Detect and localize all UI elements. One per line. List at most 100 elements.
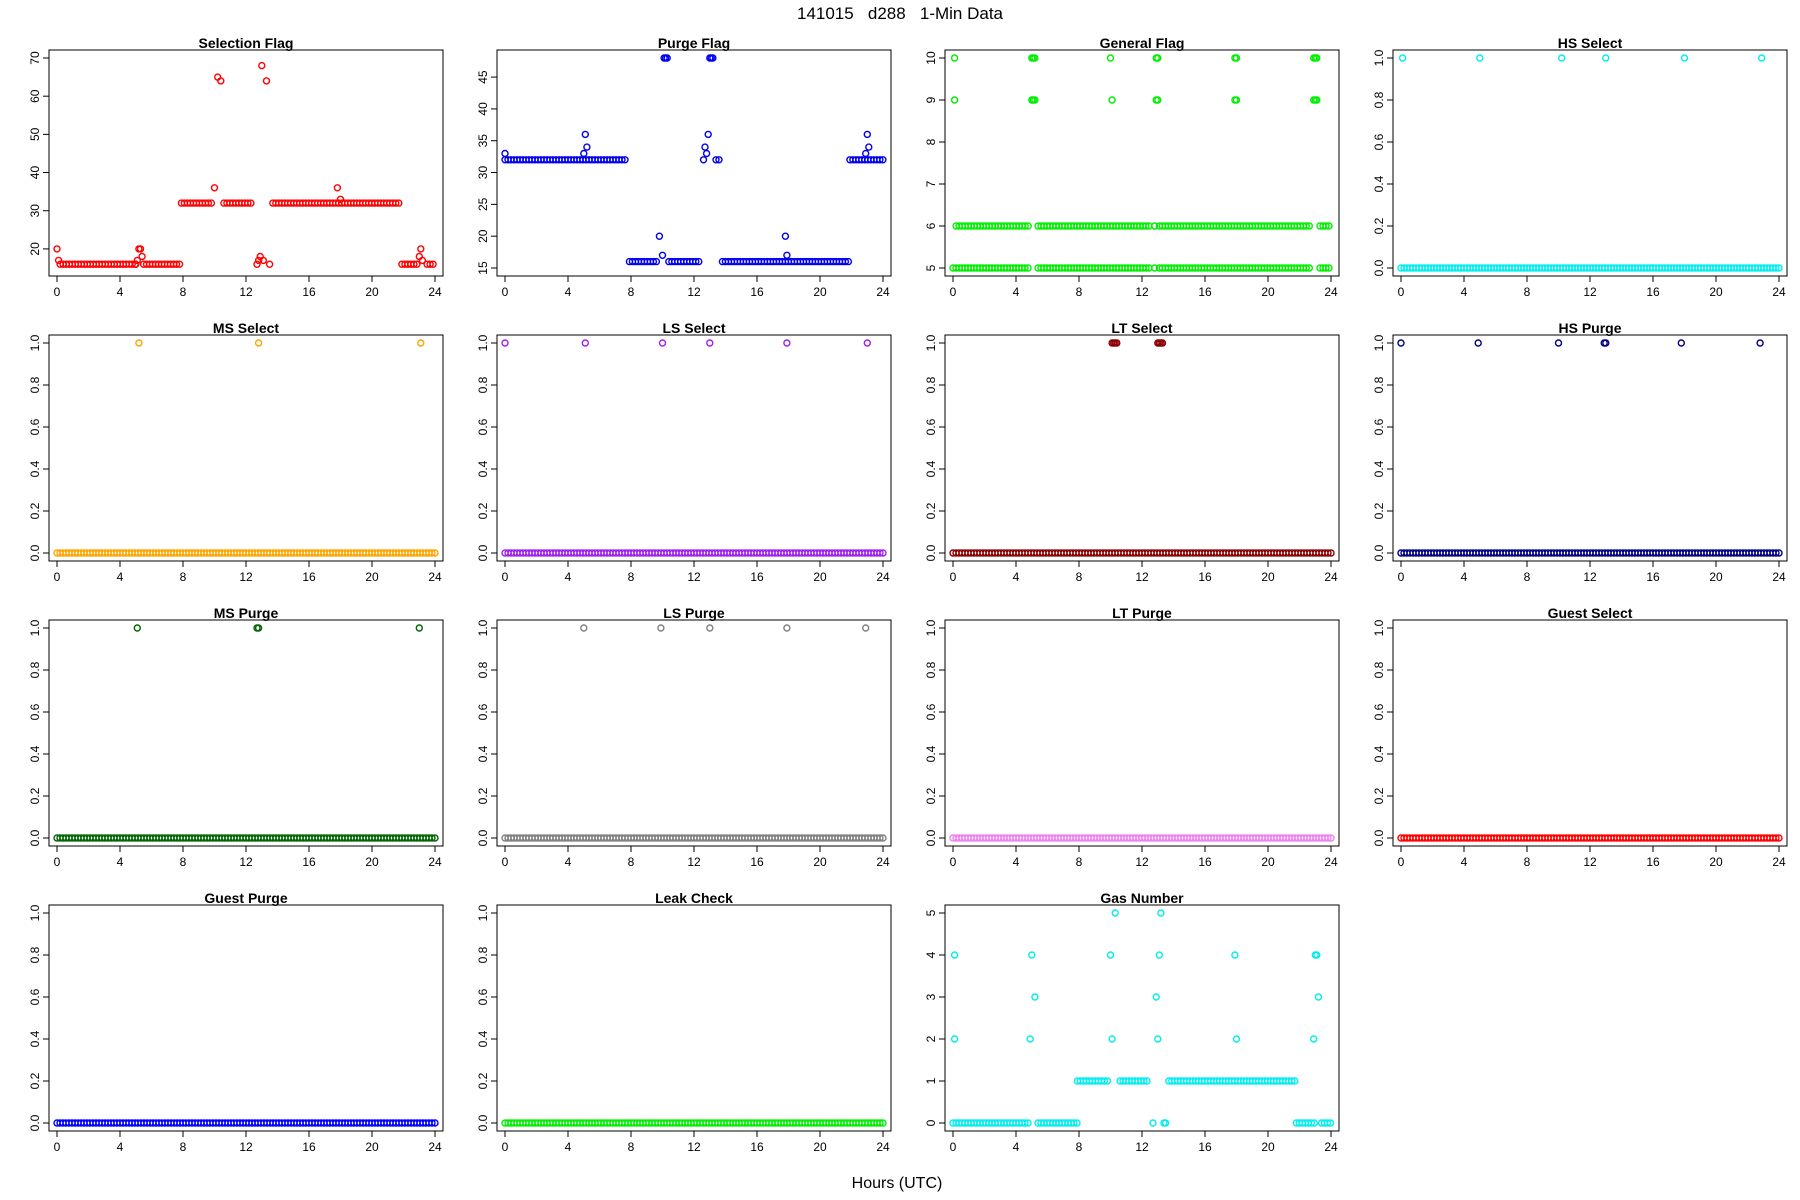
panel-guest-purge: Guest Purge 0 4 8 12 16 20 24 0.0 0.2 0.4 0.6 0.8 1.0 bbox=[28, 890, 444, 1154]
x-tick-label: 24 bbox=[428, 1140, 442, 1154]
data-point bbox=[706, 624, 714, 632]
y-tick-label: 0.8 bbox=[28, 661, 42, 678]
y-tick-label: 1.0 bbox=[476, 619, 490, 636]
data-point bbox=[1775, 549, 1783, 557]
data-point bbox=[1031, 54, 1039, 62]
x-tick-label: 0 bbox=[502, 570, 509, 584]
data-point bbox=[254, 256, 263, 265]
y-tick-label: 0.2 bbox=[924, 502, 938, 519]
x-tick-label: 16 bbox=[302, 1140, 316, 1154]
panel-ls-purge: LS Purge 0 4 8 12 16 20 24 0.0 0.2 0.4 0.6 0.8 1.0 bbox=[476, 605, 892, 869]
data-point bbox=[950, 951, 959, 959]
data-point bbox=[254, 339, 263, 347]
y-tick-label: 6 bbox=[924, 222, 938, 229]
data-point bbox=[1602, 339, 1610, 347]
data-point bbox=[1150, 264, 1159, 272]
data-point bbox=[336, 195, 345, 204]
x-tick-label: 16 bbox=[302, 570, 316, 584]
y-tick-label: 45 bbox=[476, 70, 490, 84]
x-tick-label: 8 bbox=[180, 285, 187, 299]
panel-ls-select: LS Select 0 4 8 12 16 20 24 0.0 0.2 0.4 0.6 0.8 1.0 bbox=[476, 320, 892, 584]
data-point bbox=[655, 232, 664, 240]
data-point bbox=[135, 339, 143, 347]
data-run bbox=[53, 834, 439, 842]
y-tick-label: 0.6 bbox=[476, 703, 490, 720]
y-tick-label: 2 bbox=[924, 1035, 938, 1042]
data-point bbox=[618, 156, 626, 164]
x-tick-label: 8 bbox=[1076, 285, 1083, 299]
data-run bbox=[712, 156, 723, 164]
data-point bbox=[1325, 264, 1333, 272]
y-tick-label: 0.0 bbox=[476, 544, 490, 561]
data-point bbox=[1073, 1119, 1081, 1127]
y-tick-label: 1.0 bbox=[924, 334, 938, 351]
y-tick-label: 0.0 bbox=[1372, 259, 1386, 276]
panel-title: HS Select bbox=[1558, 35, 1623, 51]
x-tick-label: 0 bbox=[950, 570, 957, 584]
x-tick-label: 4 bbox=[1461, 570, 1468, 584]
panel-title: General Flag bbox=[1100, 35, 1185, 51]
y-tick-label: 1.0 bbox=[476, 334, 490, 351]
y-tick-label: 70 bbox=[28, 51, 42, 65]
y-tick-label: 4 bbox=[924, 951, 938, 958]
data-point bbox=[1757, 54, 1766, 62]
data-point bbox=[431, 1119, 439, 1127]
data-run bbox=[139, 260, 184, 268]
data-point bbox=[1302, 264, 1311, 272]
data-point bbox=[876, 834, 884, 842]
panel-title: MS Purge bbox=[214, 605, 279, 621]
panel-title: Gas Number bbox=[1100, 890, 1184, 906]
data-run bbox=[53, 1119, 439, 1127]
y-tick-label: 0.0 bbox=[476, 829, 490, 846]
panel-selection-flag: Selection Flag 0 4 8 12 16 20 24 20 30 40 50 60 70 bbox=[28, 35, 444, 299]
x-tick-label: 20 bbox=[365, 855, 379, 869]
data-point bbox=[1108, 96, 1116, 104]
data-point bbox=[1314, 993, 1323, 1001]
x-tick-label: 20 bbox=[813, 285, 827, 299]
data-run bbox=[1397, 834, 1783, 842]
y-tick-label: 0.6 bbox=[924, 703, 938, 720]
data-run bbox=[501, 1119, 887, 1127]
x-tick-label: 24 bbox=[876, 855, 890, 869]
data-point bbox=[1756, 339, 1764, 347]
panel-title: MS Select bbox=[213, 320, 279, 336]
y-tick-label: 10 bbox=[924, 51, 938, 65]
data-point bbox=[431, 549, 439, 557]
data-point bbox=[417, 339, 425, 347]
y-tick-label: 0.0 bbox=[924, 544, 938, 561]
x-tick-label: 16 bbox=[750, 855, 764, 869]
y-tick-label: 0.0 bbox=[1372, 829, 1386, 846]
data-point bbox=[1231, 951, 1239, 959]
x-tick-label: 8 bbox=[628, 1140, 635, 1154]
data-point bbox=[950, 96, 959, 104]
data-run bbox=[177, 199, 216, 207]
data-run bbox=[949, 264, 1032, 272]
panel-title: HS Purge bbox=[1558, 320, 1621, 336]
data-point bbox=[136, 245, 145, 253]
data-point bbox=[428, 549, 436, 557]
data-run bbox=[949, 549, 1335, 557]
data-point bbox=[1313, 54, 1321, 62]
data-point bbox=[1140, 1077, 1148, 1085]
x-tick-label: 16 bbox=[1198, 570, 1212, 584]
data-point bbox=[132, 260, 140, 268]
y-tick-label: 0.4 bbox=[1372, 460, 1386, 477]
x-tick-label: 0 bbox=[54, 855, 61, 869]
data-point bbox=[172, 260, 181, 268]
y-tick-label: 40 bbox=[28, 166, 42, 180]
x-tick-label: 20 bbox=[813, 570, 827, 584]
y-tick-label: 0.4 bbox=[476, 460, 490, 477]
data-point bbox=[580, 624, 588, 632]
data-run bbox=[269, 199, 403, 207]
y-tick-label: 0.4 bbox=[1372, 175, 1386, 192]
data-point bbox=[175, 260, 184, 268]
x-tick-label: 8 bbox=[1524, 285, 1531, 299]
panel-general-flag: General Flag 0 4 8 12 16 20 24 5 6 7 8 9 10 bbox=[924, 35, 1340, 299]
y-tick-label: 0.8 bbox=[28, 946, 42, 963]
y-tick-label: 0.4 bbox=[476, 745, 490, 762]
data-point bbox=[581, 339, 589, 347]
data-point bbox=[841, 257, 850, 266]
x-tick-label: 8 bbox=[628, 570, 635, 584]
x-tick-label: 0 bbox=[502, 285, 509, 299]
data-point bbox=[53, 245, 61, 253]
